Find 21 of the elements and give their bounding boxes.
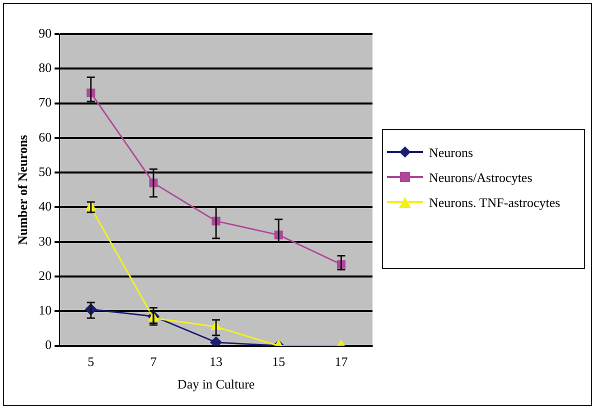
y-tick-label: 70: [38, 94, 52, 110]
y-tick-label: 90: [38, 25, 52, 40]
y-tick-label: 0: [45, 337, 52, 352]
y-tick-label: 30: [38, 233, 52, 248]
y-tick-label: 80: [38, 60, 52, 76]
y-tick-label: 10: [38, 302, 52, 318]
y-tick-label: 60: [38, 129, 52, 144]
y-tick-label: 20: [38, 268, 52, 283]
x-tick-label: 15: [272, 354, 286, 370]
legend-label: Neurons. TNF-astrocytes: [429, 195, 560, 211]
point: [210, 336, 222, 346]
legend-label: Neurons/Astrocytes: [429, 170, 532, 186]
x-tick-label: 7: [150, 354, 158, 370]
y-axis-title: Number of Neurons: [15, 134, 30, 245]
legend-label: Neurons: [429, 145, 474, 161]
y-tick-label: 50: [38, 164, 52, 179]
x-axis-title: Day in Culture: [177, 376, 255, 392]
x-tick-label: 13: [210, 354, 223, 370]
x-tick-label: 5: [88, 354, 94, 370]
x-tick-label: 17: [334, 354, 348, 370]
y-tick-label: 40: [38, 198, 52, 214]
